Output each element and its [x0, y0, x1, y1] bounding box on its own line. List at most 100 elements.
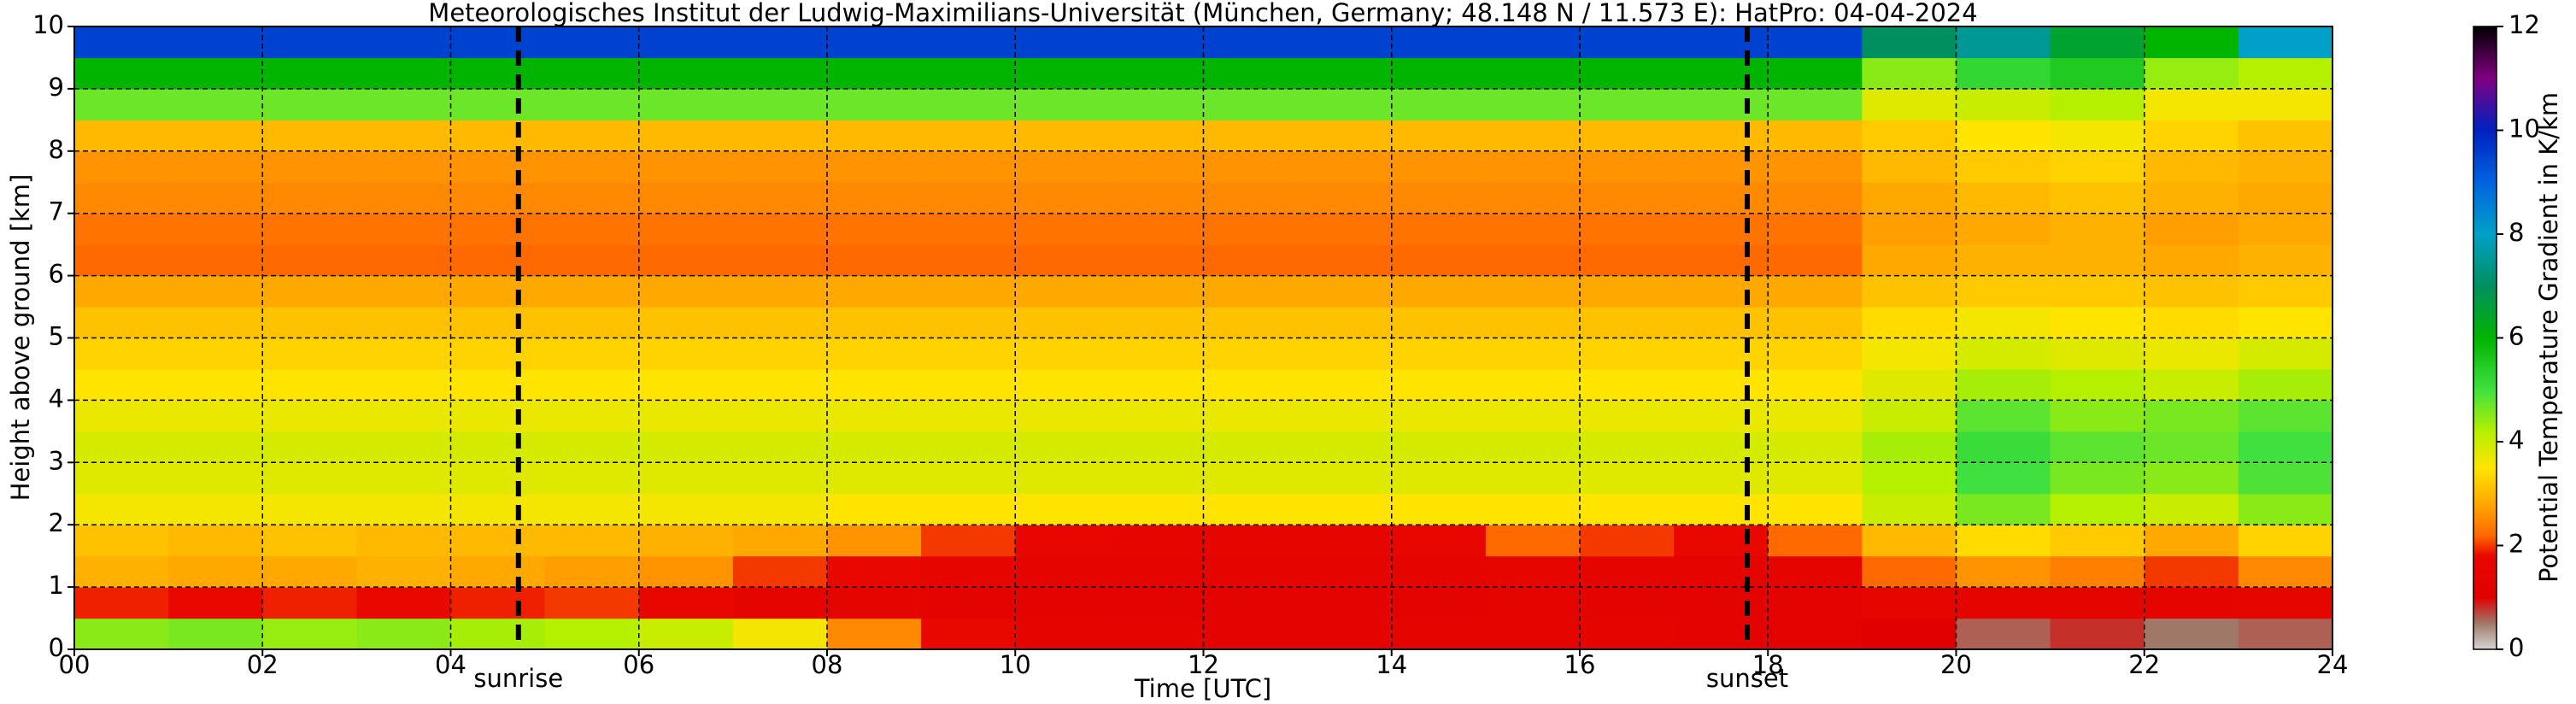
heatmap-cell — [544, 213, 640, 245]
heatmap-cell — [2144, 88, 2239, 120]
heatmap-cell — [168, 275, 263, 308]
heatmap-cell — [2144, 462, 2239, 495]
heatmap-cell — [1485, 275, 1581, 308]
heatmap-cell — [1862, 618, 1957, 650]
heatmap-cell — [450, 150, 546, 183]
heatmap-cell — [1956, 618, 2051, 650]
heatmap-cell — [1768, 400, 1863, 432]
heatmap-cell — [1862, 337, 1957, 370]
heatmap-cell — [1485, 555, 1581, 588]
heatmap-cell — [1015, 150, 1110, 183]
heatmap-cell — [262, 525, 357, 557]
heatmap-cell — [168, 555, 263, 588]
heatmap-cell — [262, 57, 357, 90]
heatmap-cell — [1015, 462, 1110, 495]
colorbar — [2473, 26, 2497, 650]
heatmap-cell — [732, 462, 828, 495]
heatmap-cell — [1580, 368, 1675, 401]
heatmap-cell — [1674, 462, 1769, 495]
heatmap-cell — [921, 462, 1016, 495]
heatmap-cell — [2238, 337, 2333, 370]
heatmap-cell — [1203, 587, 1299, 619]
heatmap-cell — [168, 368, 263, 401]
heatmap-cell — [262, 555, 357, 588]
heatmap-cell — [2238, 275, 2333, 308]
heatmap-cell — [1956, 275, 2051, 308]
heatmap — [74, 26, 2333, 650]
heatmap-cell — [168, 618, 263, 650]
y-tick-label: 6 — [49, 260, 64, 289]
heatmap-cell — [1391, 555, 1487, 588]
heatmap-cell — [356, 431, 452, 463]
heatmap-cell — [638, 431, 734, 463]
heatmap-cell — [827, 307, 922, 339]
heatmap-cell — [638, 57, 734, 90]
heatmap-cell — [1109, 275, 1205, 308]
heatmap-cell — [2050, 431, 2145, 463]
heatmap-cell — [2238, 88, 2333, 120]
heatmap-cell — [2144, 26, 2239, 59]
heatmap-cell — [638, 88, 734, 120]
heatmap-cell — [1391, 26, 1487, 59]
y-tick-label: 1 — [49, 571, 64, 600]
heatmap-cell — [921, 150, 1016, 183]
heatmap-cell — [356, 400, 452, 432]
heatmap-cell — [450, 120, 546, 152]
heatmap-cell — [262, 337, 357, 370]
heatmap-cell — [1768, 587, 1863, 619]
heatmap-cell — [1015, 337, 1110, 370]
heatmap-cell — [1391, 400, 1487, 432]
heatmap-cell — [827, 368, 922, 401]
heatmap-cell — [168, 182, 263, 214]
heatmap-cell — [1580, 307, 1675, 339]
heatmap-cell — [168, 150, 263, 183]
heatmap-cell — [1297, 368, 1393, 401]
heatmap-cell — [2050, 368, 2145, 401]
heatmap-cell — [2144, 525, 2239, 557]
heatmap-cell — [2238, 120, 2333, 152]
x-tick-label: 22 — [2128, 650, 2160, 679]
heatmap-cell — [74, 587, 169, 619]
heatmap-cell — [1015, 275, 1110, 308]
x-tick-label: 16 — [1564, 650, 1596, 679]
heatmap-cell — [2144, 307, 2239, 339]
heatmap-cell — [74, 337, 169, 370]
heatmap-cell — [1674, 493, 1769, 525]
heatmap-cell — [732, 213, 828, 245]
heatmap-cell — [638, 120, 734, 152]
heatmap-cell — [1015, 88, 1110, 120]
heatmap-cell — [1391, 88, 1487, 120]
heatmap-cell — [1109, 618, 1205, 650]
heatmap-cell — [1956, 182, 2051, 214]
heatmap-cell — [1109, 525, 1205, 557]
heatmap-cell — [450, 26, 546, 59]
heatmap-cell — [638, 244, 734, 277]
heatmap-cell — [1862, 275, 1957, 308]
heatmap-cell — [1109, 337, 1205, 370]
heatmap-cell — [2144, 618, 2239, 650]
heatmap-cell — [2238, 368, 2333, 401]
heatmap-cell — [1485, 26, 1581, 59]
heatmap-cell — [1391, 337, 1487, 370]
heatmap-cell — [1015, 182, 1110, 214]
heatmap-cell — [827, 587, 922, 619]
heatmap-cell — [1674, 88, 1769, 120]
heatmap-cell — [2050, 337, 2145, 370]
heatmap-cell — [1956, 120, 2051, 152]
heatmap-cell — [2144, 337, 2239, 370]
heatmap-cell — [1768, 462, 1863, 495]
heatmap-cell — [638, 275, 734, 308]
heatmap-cell — [2050, 26, 2145, 59]
heatmap-cell — [1015, 618, 1110, 650]
y-tick-label: 0 — [49, 633, 64, 662]
heatmap-cell — [638, 555, 734, 588]
heatmap-cell — [1391, 368, 1487, 401]
heatmap-cell — [1297, 587, 1393, 619]
heatmap-cell — [1580, 244, 1675, 277]
heatmap-cell — [1109, 555, 1205, 588]
heatmap-cell — [544, 26, 640, 59]
heatmap-cell — [638, 400, 734, 432]
heatmap-cell — [1768, 368, 1863, 401]
heatmap-cell — [2144, 587, 2239, 619]
